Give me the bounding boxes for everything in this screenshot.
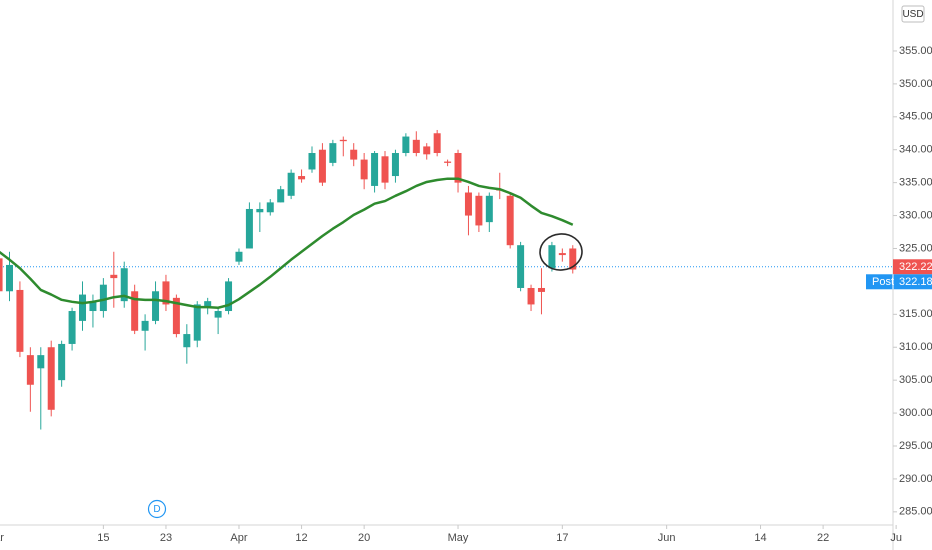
candle-body [16, 289, 24, 352]
currency-button[interactable]: USD [901, 5, 925, 23]
x-tick-label: Jun [658, 532, 676, 544]
candle-body [537, 287, 545, 292]
x-tick-label: ar [0, 532, 4, 544]
y-tick-label: 285.00 [899, 506, 932, 518]
candle-body [475, 195, 483, 226]
candle-body [225, 281, 233, 312]
y-tick-label: 355.00 [899, 45, 932, 57]
x-tick-label: 20 [358, 532, 370, 544]
moving-average-line [0, 177, 574, 309]
candle-body [0, 258, 3, 292]
candle-body [183, 334, 191, 348]
candle-body [162, 281, 170, 305]
candle-body [548, 245, 556, 269]
y-tick-label: 325.00 [899, 242, 932, 254]
y-tick-label: 310.00 [899, 341, 932, 353]
x-tick-label: 17 [556, 532, 568, 544]
candle-body [454, 153, 462, 183]
candle-body [58, 343, 66, 381]
post-label: Post [872, 276, 894, 288]
last-price-box [893, 259, 932, 275]
x-tick-label: Apr [230, 532, 247, 544]
candle-body [558, 253, 566, 256]
candle-body [391, 153, 399, 177]
candle-body [298, 176, 306, 180]
y-tick-label: 345.00 [899, 111, 932, 123]
candle-body [245, 208, 253, 249]
candle-body [37, 355, 45, 369]
candle-body [235, 251, 243, 262]
x-tick-label: 23 [160, 532, 172, 544]
candle-body [256, 208, 264, 213]
candle-body [371, 153, 379, 186]
y-tick-label: 300.00 [899, 407, 932, 419]
y-tick-label: 340.00 [899, 144, 932, 156]
candle-body [266, 202, 274, 213]
x-tick-label: 15 [97, 532, 109, 544]
candle-body [527, 287, 535, 305]
candle-body [402, 136, 410, 154]
candle-body [172, 297, 180, 335]
last-price-label: 322.22 [899, 261, 932, 273]
x-tick-label: 22 [817, 532, 829, 544]
candle-body [131, 291, 139, 331]
candle-body [141, 320, 149, 331]
candle-body [506, 195, 514, 246]
plot-area [0, 129, 893, 430]
candle-body [485, 195, 493, 223]
candle-body [517, 245, 525, 288]
candle-body [47, 347, 55, 410]
y-tick-label: 290.00 [899, 473, 932, 485]
y-tick-label: 335.00 [899, 177, 932, 189]
candle-body [5, 264, 13, 292]
candle-body [464, 192, 472, 216]
post-price-box [866, 274, 932, 290]
candle-body [318, 149, 326, 183]
candle-body [204, 301, 212, 308]
currency-text[interactable]: USD [902, 9, 923, 20]
candle-body [110, 274, 118, 279]
candle-body [214, 311, 222, 318]
candle-body [120, 268, 128, 302]
candle-body [412, 139, 420, 154]
annotation-circle [539, 233, 583, 271]
y-tick-label: 295.00 [899, 440, 932, 452]
x-tick-label: May [448, 532, 469, 544]
axes: 285.00 290.00 295.00 300.00 305.00 310.00 315.… [0, 45, 932, 544]
candle-body [329, 143, 337, 163]
candle-body [152, 291, 160, 321]
candle-body [381, 156, 389, 183]
candle-body [193, 304, 201, 341]
candle-body [569, 248, 577, 270]
candle-body [423, 146, 431, 155]
y-tick-label: 315.00 [899, 308, 932, 320]
y-tick-label: 330.00 [899, 209, 932, 221]
candle-body [277, 189, 285, 203]
candle-body [360, 159, 368, 180]
post-price-label: 322.18 [899, 276, 932, 288]
candle-body [350, 149, 358, 160]
candle-body [433, 133, 441, 154]
candle-body [89, 301, 97, 312]
x-tick-label: Ju [890, 532, 902, 544]
currency-box[interactable] [901, 5, 925, 23]
interval-marker-text[interactable]: D [153, 504, 160, 515]
candle-body [287, 172, 295, 196]
candle-body [99, 284, 107, 312]
candle-body [444, 161, 452, 163]
y-tick-label: 350.00 [899, 78, 932, 90]
candle-body [308, 153, 316, 170]
interval-marker-circle[interactable] [147, 499, 167, 519]
candle-body [339, 139, 347, 142]
candle-body [26, 355, 34, 385]
x-tick-label: 14 [754, 532, 766, 544]
candle-body [79, 294, 87, 321]
interval-marker[interactable]: D [147, 499, 167, 519]
y-tick-label: 305.00 [899, 374, 932, 386]
x-tick-label: 12 [295, 532, 307, 544]
candle-body [68, 311, 76, 344]
